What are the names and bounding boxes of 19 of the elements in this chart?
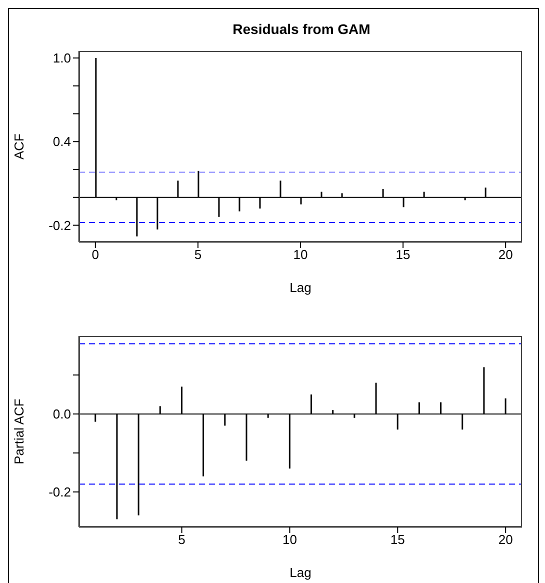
y-tick-label: -0.2 bbox=[48, 218, 71, 233]
y-axis-title: ACF bbox=[12, 133, 27, 160]
x-tick-label: 15 bbox=[396, 247, 410, 262]
y-tick-label: -0.2 bbox=[48, 484, 71, 500]
x-tick-label: 0 bbox=[92, 247, 100, 262]
x-tick-label: 10 bbox=[282, 532, 297, 548]
chart-title: Residuals from GAM bbox=[232, 21, 372, 39]
x-tick-label: 15 bbox=[390, 532, 405, 548]
x-axis-title: Lag bbox=[290, 280, 312, 295]
y-axis-title: Partial ACF bbox=[12, 398, 27, 464]
x-tick-label: 20 bbox=[498, 532, 513, 548]
x-tick-label: 5 bbox=[178, 532, 186, 548]
y-tick-label: 1.0 bbox=[52, 50, 71, 66]
x-tick-label: 20 bbox=[498, 247, 513, 262]
x-tick-label: 10 bbox=[293, 247, 308, 262]
y-tick-label: 0.0 bbox=[52, 406, 71, 422]
x-axis-title: Lag bbox=[290, 565, 312, 580]
x-tick-label: 5 bbox=[194, 247, 202, 262]
y-tick-label: 0.4 bbox=[52, 134, 71, 150]
